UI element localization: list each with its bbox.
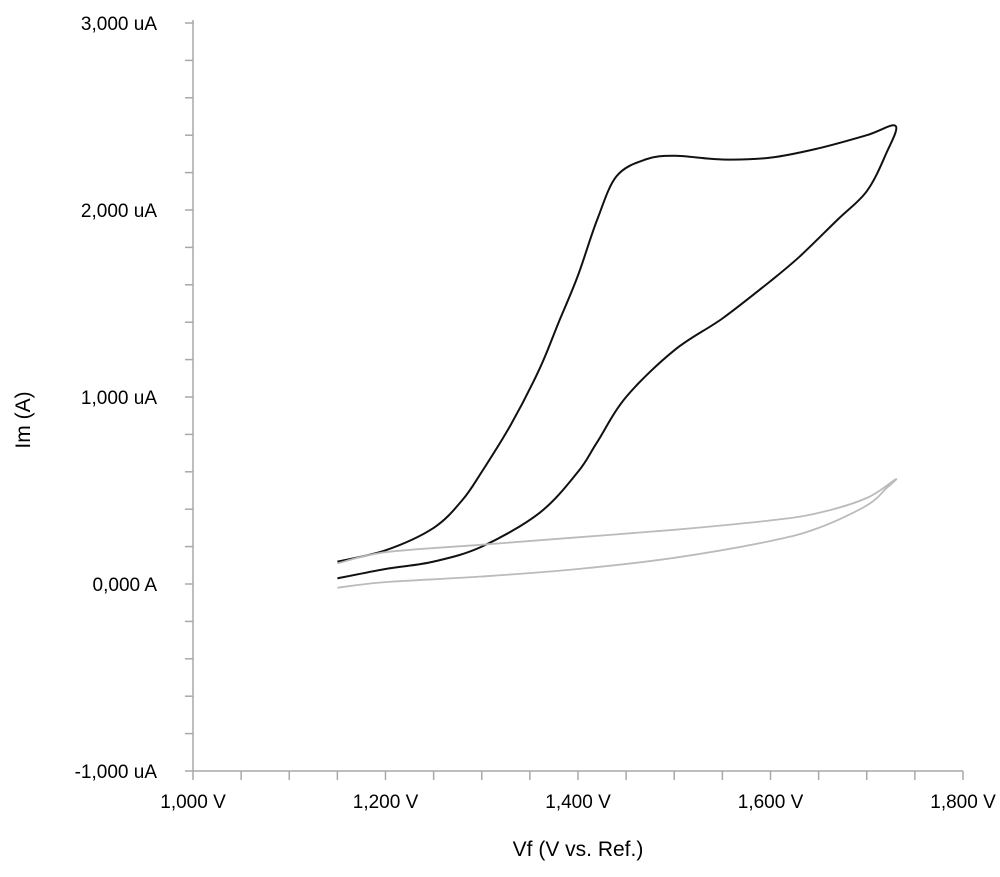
x-tick-label: 1,000 V	[160, 792, 226, 813]
tick-marks	[185, 22, 964, 780]
x-tick-label: 1,600 V	[738, 792, 804, 813]
x-tick-label: 1,400 V	[545, 792, 611, 813]
y-tick-label: -1,000 uA	[75, 762, 158, 783]
x-tick-label: 1,800 V	[930, 792, 996, 813]
series-line-1	[337, 124, 898, 580]
y-tick-label: 0,000 A	[93, 575, 158, 596]
series-group	[337, 124, 898, 589]
axes	[192, 20, 963, 772]
y-tick-label: 1,000 uA	[81, 388, 157, 409]
y-tick-label: 3,000 uA	[81, 14, 157, 35]
x-tick-label: 1,200 V	[353, 792, 419, 813]
y-axis-title: Im (A)	[12, 391, 35, 448]
tick-labels: -1,000 uA 0,000 A 1,000 uA 2,000 uA 3,000 uA…	[75, 14, 996, 813]
series-line-2	[337, 478, 898, 589]
x-axis-title: Vf (V vs. Ref.)	[513, 838, 644, 861]
y-tick-label: 2,000 uA	[81, 201, 157, 222]
